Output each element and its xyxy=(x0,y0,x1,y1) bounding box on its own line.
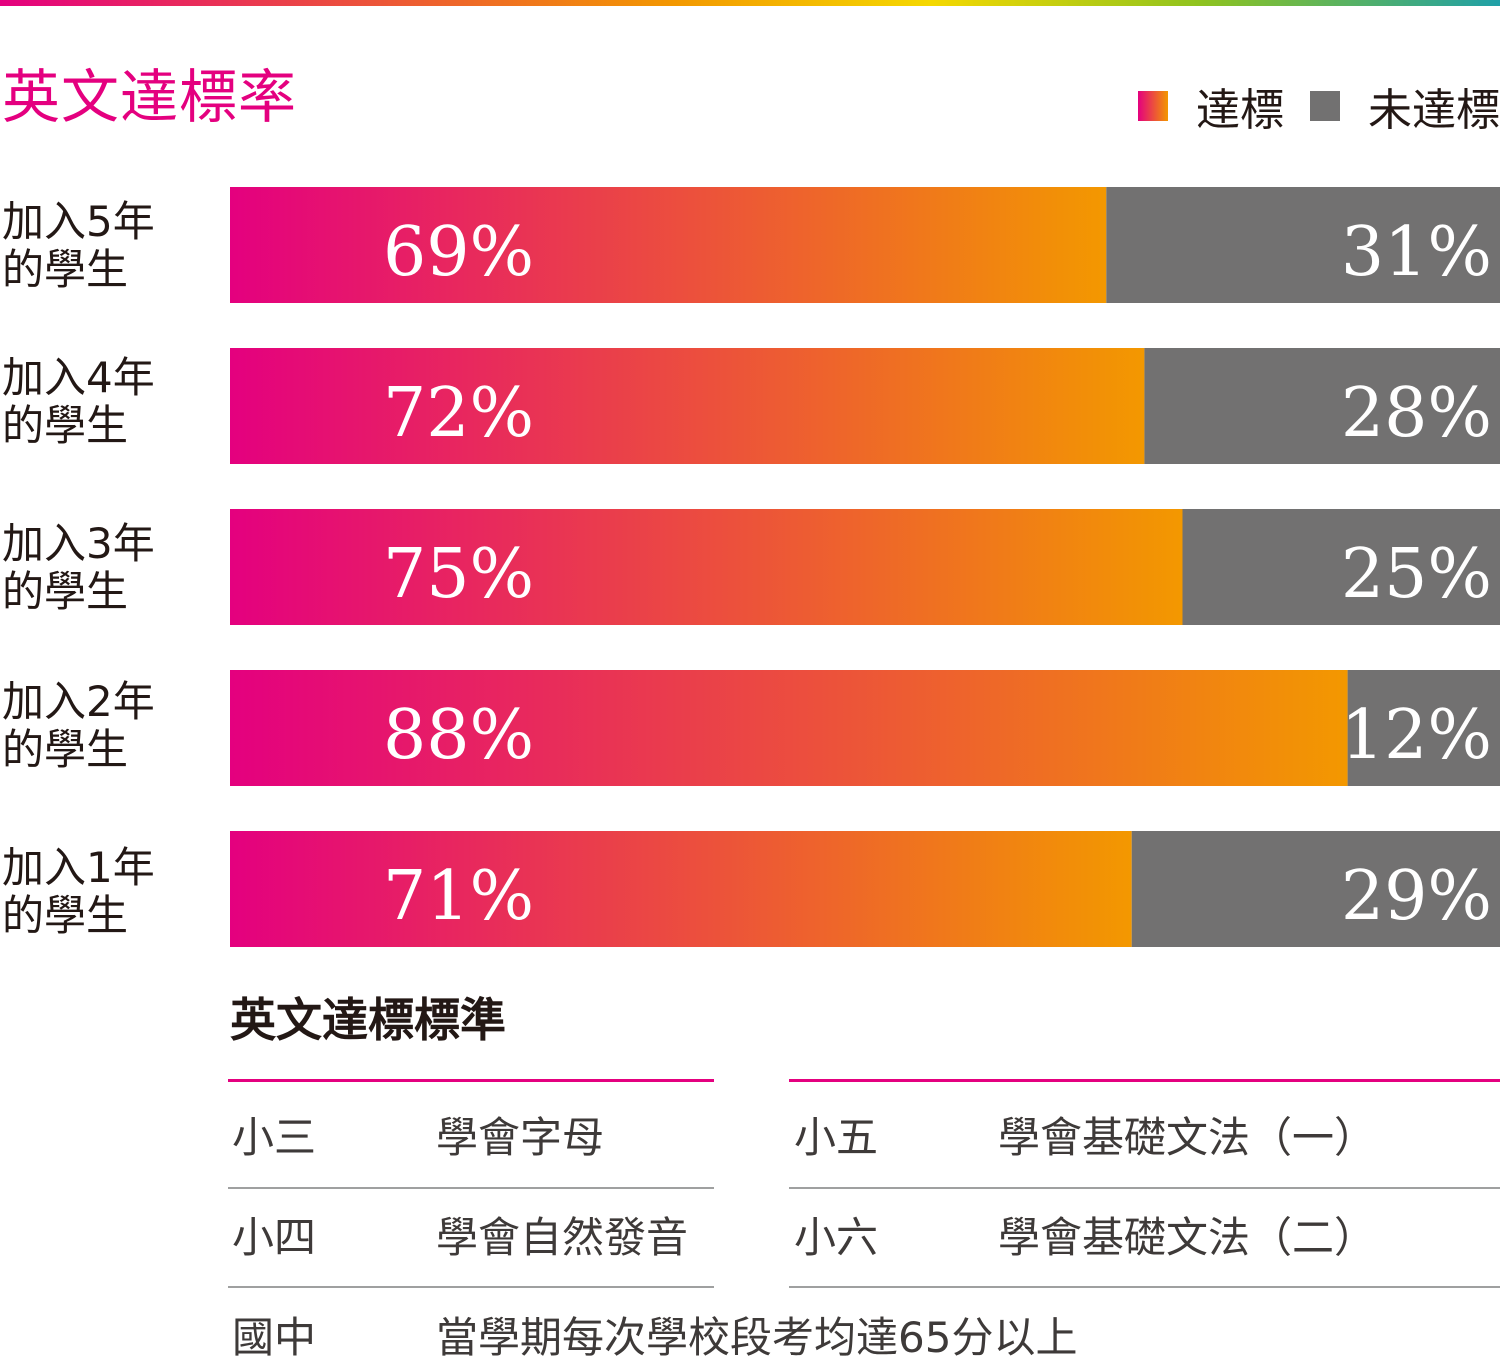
row-label-line1: 加入5年 xyxy=(2,197,155,246)
top-gradient-rule xyxy=(0,0,1500,6)
legend-swatch-not-met xyxy=(1310,91,1340,121)
row-divider xyxy=(789,1187,1500,1189)
grade-requirement: 學會基礎文法（一） xyxy=(998,1113,1377,1162)
legend-swatch-met xyxy=(1138,91,1168,121)
bar-label-not-met-2: 28% xyxy=(1341,374,1492,453)
grade-requirement: 當學期每次學校段考均達65分以上 xyxy=(436,1313,1078,1362)
bar-label-met-3: 75% xyxy=(383,535,534,614)
bar-label-met-2: 72% xyxy=(383,374,534,453)
row-label-4-years: 加入4年 的學生 xyxy=(2,354,202,450)
grade-requirement: 學會字母 xyxy=(436,1113,605,1162)
bar-not-met-1 xyxy=(1106,187,1500,303)
bar-not-met-2 xyxy=(1144,348,1500,464)
row-label-line2: 的學生 xyxy=(2,245,129,294)
row-label-5-years: 加入5年 的學生 xyxy=(2,198,202,294)
row-label-line1: 加入4年 xyxy=(2,353,155,402)
row-label-2-years: 加入2年 的學生 xyxy=(2,678,202,774)
bar-met-3 xyxy=(230,509,1183,625)
grade-label: 小三 xyxy=(232,1113,317,1162)
bar-met-5 xyxy=(230,831,1132,947)
row-label-1-year: 加入1年 的學生 xyxy=(2,844,202,940)
bar-label-met-4: 88% xyxy=(383,696,534,775)
row-label-line1: 加入2年 xyxy=(2,677,155,726)
bar-not-met-5 xyxy=(1131,831,1500,947)
standards-divider-right xyxy=(789,1079,1500,1082)
bar-label-not-met-3: 25% xyxy=(1341,535,1492,614)
row-label-line2: 的學生 xyxy=(2,725,129,774)
bar-not-met-4 xyxy=(1347,670,1500,786)
bar-label-met-1: 69% xyxy=(383,213,534,292)
standards-divider-left xyxy=(228,1079,714,1082)
grade-label: 小五 xyxy=(794,1113,879,1162)
legend-label-met: 達標 xyxy=(1196,85,1284,136)
bar-label-not-met-4: 12% xyxy=(1341,696,1492,775)
bar-label-not-met-1: 31% xyxy=(1341,213,1492,292)
legend: 達標 未達標 xyxy=(1138,78,1500,136)
bar-not-met-3 xyxy=(1182,509,1500,625)
row-label-3-years: 加入3年 的學生 xyxy=(2,520,202,616)
row-label-line1: 加入1年 xyxy=(2,843,155,892)
row-label-line1: 加入3年 xyxy=(2,519,155,568)
grade-label: 小四 xyxy=(232,1213,317,1262)
bar-met-1 xyxy=(230,187,1107,303)
bar-label-not-met-5: 29% xyxy=(1341,857,1492,936)
grade-requirement: 學會自然發音 xyxy=(436,1213,689,1262)
chart-title: 英文達標率 xyxy=(2,63,298,131)
stacked-bar-chart: 69% 31% 72% 28% 75% 25% 88% 12% 71% 29% xyxy=(230,187,1500,947)
row-label-line2: 的學生 xyxy=(2,401,129,450)
row-divider xyxy=(789,1286,1500,1288)
row-label-line2: 的學生 xyxy=(2,891,129,940)
grade-label: 國中 xyxy=(232,1313,317,1362)
grade-label: 小六 xyxy=(794,1213,879,1262)
bar-met-2 xyxy=(230,348,1145,464)
legend-label-not-met: 未達標 xyxy=(1368,85,1500,136)
grade-requirement: 學會基礎文法（二） xyxy=(998,1213,1377,1262)
row-divider xyxy=(228,1286,714,1288)
bar-label-met-5: 71% xyxy=(383,857,534,936)
row-label-line2: 的學生 xyxy=(2,567,129,616)
standards-title: 英文達標標準 xyxy=(230,993,506,1047)
row-divider xyxy=(228,1187,714,1189)
bar-met-4 xyxy=(230,670,1348,786)
